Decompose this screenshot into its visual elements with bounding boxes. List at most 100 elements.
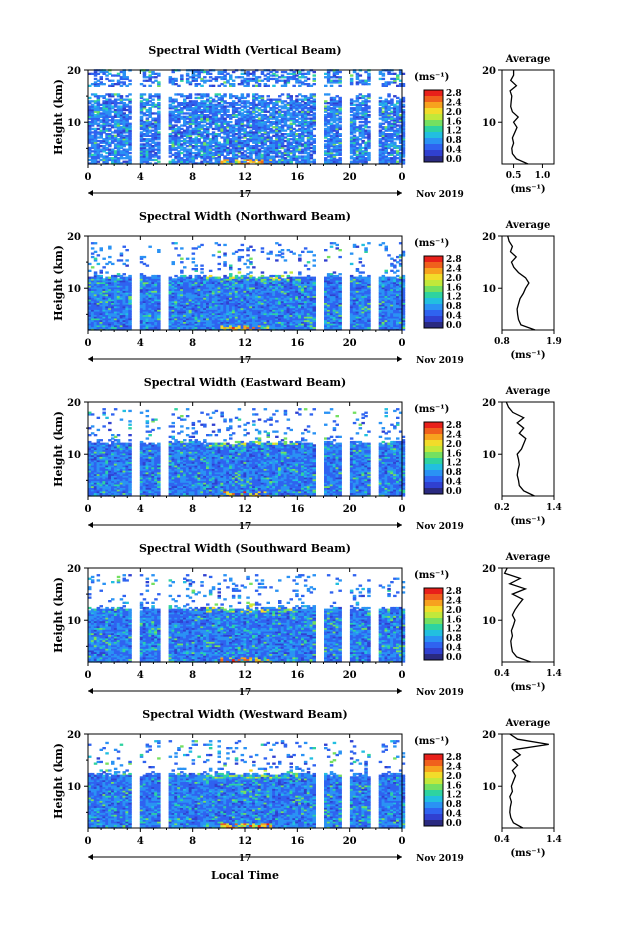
colorbar-cell (424, 790, 443, 797)
x-tick-label: 0 (399, 338, 406, 349)
colorbar-frame (423, 89, 444, 163)
colorbar-cell (424, 446, 443, 453)
colorbar-cell (424, 612, 443, 619)
heatmap-field (88, 242, 406, 331)
y-tick-label: 20 (67, 398, 81, 409)
colorbar-cell (424, 594, 443, 601)
colorbar-cell (424, 90, 443, 97)
panel-title: Spectral Width (Southward Beam) (139, 542, 351, 555)
y-tick-label: 20 (67, 730, 81, 741)
colorbar-cell (424, 274, 443, 281)
colorbar-cell (424, 808, 443, 815)
day-axis-arrow-right (397, 522, 402, 528)
colorbar-tick-label: 1.6 (446, 449, 462, 459)
colorbar-cell (424, 760, 443, 767)
colorbar-tick-label: 1.2 (446, 127, 462, 137)
y-axis-label: Height (km) (52, 411, 65, 487)
x-tick-label: 0 (399, 836, 406, 847)
colorbar-cell (424, 630, 443, 637)
avg-y-tick-label: 10 (482, 450, 496, 461)
colorbar-cell (424, 772, 443, 779)
heatmap-field (88, 574, 406, 663)
colorbar-cell (424, 440, 443, 447)
y-tick-label: 20 (67, 66, 81, 77)
colorbar-cell (424, 452, 443, 459)
colorbar-cell (424, 144, 443, 151)
average-unit: (ms⁻¹) (510, 516, 545, 527)
x-tick-label: 20 (343, 504, 357, 515)
date-label: Nov 2019 (416, 854, 464, 864)
colorbar-cell (424, 488, 443, 495)
colorbar-frame (423, 255, 444, 329)
colorbar-cell (424, 156, 443, 163)
colorbar-cell (424, 126, 443, 133)
colorbar-cell (424, 796, 443, 803)
colorbar-cell (424, 310, 443, 317)
x-tick-label: 16 (290, 670, 304, 681)
panel-title: Spectral Width (Vertical Beam) (148, 44, 341, 57)
colorbar-tick-label: 2.0 (446, 606, 462, 616)
avg-x-tick-label: 1.4 (546, 669, 562, 679)
x-tick-label: 8 (189, 670, 196, 681)
x-tick-label: 0 (85, 836, 92, 847)
colorbar-tick-label: 1.2 (446, 625, 462, 635)
avg-x-tick-label: 1.4 (546, 503, 562, 513)
x-tick-label: 12 (238, 670, 252, 681)
x-tick-label: 4 (137, 670, 144, 681)
colorbar-tick-label: 1.6 (446, 615, 462, 625)
colorbar-cell (424, 766, 443, 773)
x-tick-label: 0 (85, 172, 92, 183)
colorbar-cell (424, 114, 443, 121)
heatmap-field (88, 740, 406, 829)
average-profile-line (509, 70, 529, 165)
day-axis-arrow-right (397, 356, 402, 362)
x-tick-label: 8 (189, 172, 196, 183)
average-title: Average (505, 718, 551, 729)
colorbar-tick-label: 1.6 (446, 781, 462, 791)
colorbar-tick-label: 2.0 (446, 440, 462, 450)
avg-y-tick-label: 20 (482, 398, 496, 409)
panel-2: Spectral Width (Northward Beam) 0 4 8 12 16 20… (52, 210, 562, 366)
y-tick-label: 10 (67, 284, 81, 295)
colorbar-tick-label: 0.0 (446, 155, 462, 165)
x-tick-label: 20 (343, 670, 357, 681)
panel-3: Spectral Width (Eastward Beam) 0 4 8 12 16 20 0… (52, 376, 562, 532)
x-tick-label: 16 (290, 504, 304, 515)
colorbar-frame (423, 753, 444, 827)
day-axis-arrow-left (88, 356, 93, 362)
avg-x-tick-label: 0.4 (494, 835, 510, 845)
y-axis-label: Height (km) (52, 245, 65, 321)
average-title: Average (505, 552, 551, 563)
colorbar-cell (424, 428, 443, 435)
panel-title: Spectral Width (Northward Beam) (139, 210, 351, 223)
colorbar-tick-label: 1.2 (446, 791, 462, 801)
colorbar-tick-label: 1.2 (446, 459, 462, 469)
colorbar-cell (424, 814, 443, 821)
day-label: 17 (239, 688, 252, 698)
colorbar-cell (424, 120, 443, 127)
colorbar-unit: (ms⁻¹) (414, 570, 449, 581)
x-tick-label: 0 (85, 670, 92, 681)
colorbar-tick-label: 1.6 (446, 283, 462, 293)
colorbar-tick-label: 0.4 (446, 810, 462, 820)
colorbar-cell (424, 268, 443, 275)
x-tick-label: 0 (85, 504, 92, 515)
colorbar-tick-label: 2.4 (446, 430, 462, 440)
x-tick-label: 12 (238, 504, 252, 515)
colorbar-cell (424, 606, 443, 613)
colorbar-tick-label: 0.8 (446, 136, 462, 146)
date-label: Nov 2019 (416, 356, 464, 366)
x-tick-label: 20 (343, 172, 357, 183)
x-tick-label: 0 (85, 338, 92, 349)
colorbar-tick-label: 2.0 (446, 274, 462, 284)
panel-4: Spectral Width (Southward Beam) 0 4 8 12 16 20… (52, 542, 562, 698)
colorbar-cell (424, 292, 443, 299)
avg-y-tick-label: 10 (482, 782, 496, 793)
avg-y-tick-label: 20 (482, 730, 496, 741)
colorbar-tick-label: 2.0 (446, 108, 462, 118)
panel-title: Spectral Width (Westward Beam) (142, 708, 347, 721)
colorbar-cell (424, 636, 443, 643)
colorbar-cell (424, 476, 443, 483)
day-axis-arrow-left (88, 190, 93, 196)
